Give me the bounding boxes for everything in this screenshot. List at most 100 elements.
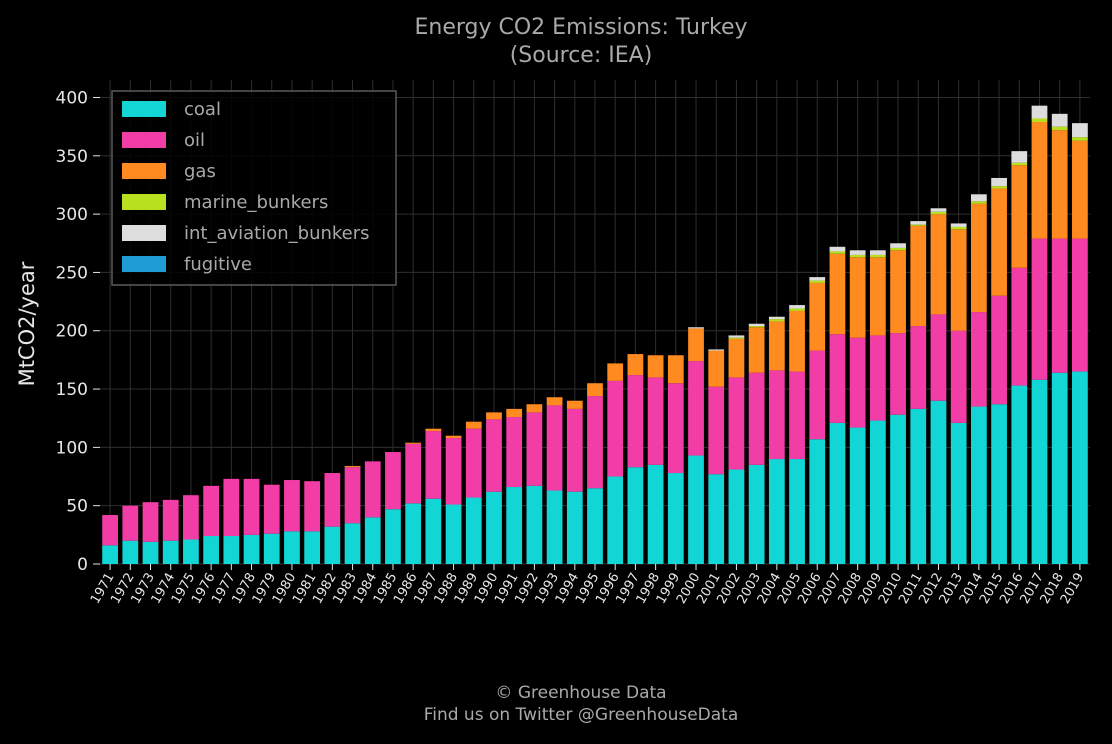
bar-segment-coal xyxy=(546,490,563,564)
bar-segment-coal xyxy=(728,469,745,564)
bar-segment-gas xyxy=(708,350,725,387)
bar-segment-oil xyxy=(526,412,543,486)
bar-segment-oil xyxy=(587,396,603,489)
bar-segment-gas xyxy=(910,225,927,327)
y-tick-label: 100 xyxy=(56,438,88,458)
legend-label-gas: gas xyxy=(184,161,216,182)
bar-segment-coal xyxy=(142,541,159,564)
legend-swatch-marine_bunkers xyxy=(122,194,166,210)
bar-segment-int_aviation_bunkers xyxy=(950,223,967,227)
bar-segment-oil xyxy=(768,370,785,460)
bar-segment-oil xyxy=(849,337,866,428)
bar-segment-gas xyxy=(546,397,563,406)
bar-segment-coal xyxy=(506,487,523,564)
bar-segment-coal xyxy=(183,539,199,564)
bar-segment-coal xyxy=(627,467,644,564)
bar-segment-oil xyxy=(869,335,886,421)
y-tick-label: 400 xyxy=(56,88,88,108)
bar-segment-oil xyxy=(1051,238,1068,373)
bar-segment-gas xyxy=(647,355,664,378)
bar-segment-oil xyxy=(445,438,462,505)
y-tick-label: 300 xyxy=(56,205,88,225)
legend-swatch-coal xyxy=(122,101,166,117)
bar-segment-marine_bunkers xyxy=(1051,126,1068,131)
bar-segment-oil xyxy=(425,431,442,499)
bar-segment-oil xyxy=(647,377,664,465)
bar-segment-oil xyxy=(930,314,947,401)
bar-segment-oil xyxy=(344,467,361,524)
bar-segment-gas xyxy=(991,188,1007,296)
bar-segment-coal xyxy=(688,455,704,564)
bar-segment-oil xyxy=(950,330,967,423)
bar-segment-int_aviation_bunkers xyxy=(728,335,745,338)
bar-segment-coal xyxy=(768,459,785,564)
bar-segment-marine_bunkers xyxy=(728,337,745,339)
bar-segment-gas xyxy=(728,338,745,378)
bar-segment-marine_bunkers xyxy=(768,319,785,322)
bar-segment-int_aviation_bunkers xyxy=(991,177,1007,187)
y-tick-label: 0 xyxy=(77,555,88,575)
bar-segment-coal xyxy=(203,536,220,564)
bar-segment-int_aviation_bunkers xyxy=(910,221,927,225)
bar-segment-coal xyxy=(284,531,300,564)
bar-segment-gas xyxy=(344,466,361,468)
legend-label-oil: oil xyxy=(184,130,205,151)
bar-segment-oil xyxy=(1011,267,1028,386)
bar-segment-coal xyxy=(970,406,987,564)
y-tick-label: 50 xyxy=(66,497,88,517)
y-tick-label: 250 xyxy=(56,263,88,283)
bar-segment-gas xyxy=(1031,121,1048,239)
bar-segment-gas xyxy=(587,383,603,397)
bar-segment-gas xyxy=(890,250,906,334)
bar-segment-coal xyxy=(1011,385,1028,564)
bar-segment-coal xyxy=(122,540,139,564)
bar-segment-coal xyxy=(708,474,725,564)
bar-segment-int_aviation_bunkers xyxy=(869,250,886,255)
bar-segment-gas xyxy=(445,435,462,439)
bar-segment-oil xyxy=(102,515,118,546)
bar-segment-oil xyxy=(324,473,341,527)
chart-subtitle: (Source: IEA) xyxy=(510,43,653,68)
bar-segment-int_aviation_bunkers xyxy=(809,277,826,281)
bar-segment-oil xyxy=(829,334,846,423)
bar-segment-oil xyxy=(728,377,745,470)
bar-segment-oil xyxy=(223,478,240,537)
bar-segment-coal xyxy=(364,517,381,564)
bar-segment-coal xyxy=(748,464,765,564)
bar-segment-coal xyxy=(849,427,866,564)
bar-segment-coal xyxy=(1031,379,1048,564)
bar-segment-gas xyxy=(849,257,866,338)
bar-segment-gas xyxy=(809,282,826,351)
footer-copyright: © Greenhouse Data xyxy=(495,683,666,703)
bar-segment-coal xyxy=(1072,371,1088,564)
bar-segment-gas xyxy=(405,442,422,444)
bar-segment-coal xyxy=(950,422,967,564)
legend-swatch-oil xyxy=(122,132,166,148)
bar-segment-gas xyxy=(1051,130,1068,239)
bar-segment-gas xyxy=(1072,140,1088,239)
bar-segment-coal xyxy=(869,420,886,564)
bar-segment-gas xyxy=(566,400,583,409)
bar-segment-coal xyxy=(607,476,624,564)
bar-segment-marine_bunkers xyxy=(890,247,906,251)
bar-segment-int_aviation_bunkers xyxy=(930,208,947,212)
bar-segment-oil xyxy=(809,350,826,440)
bar-segment-oil xyxy=(162,499,179,541)
bar-segment-coal xyxy=(385,509,401,564)
legend: coal oil gas marine_bunkers int_aviation_bun… xyxy=(111,90,397,286)
bar-segment-oil xyxy=(566,408,583,492)
bar-segment-coal xyxy=(243,534,260,564)
legend-label-coal: coal xyxy=(184,99,221,120)
bar-segment-gas xyxy=(465,421,482,429)
bar-segment-oil xyxy=(304,481,321,532)
bar-segment-coal xyxy=(809,439,826,564)
bar-segment-coal xyxy=(486,491,502,564)
bar-segment-int_aviation_bunkers xyxy=(1072,123,1088,138)
bar-segment-int_aviation_bunkers xyxy=(970,194,987,202)
bar-segment-marine_bunkers xyxy=(789,308,805,311)
bar-segment-oil xyxy=(405,443,422,504)
bar-segment-oil xyxy=(465,428,482,498)
bar-segment-int_aviation_bunkers xyxy=(768,316,785,320)
bar-segment-coal xyxy=(223,536,240,564)
